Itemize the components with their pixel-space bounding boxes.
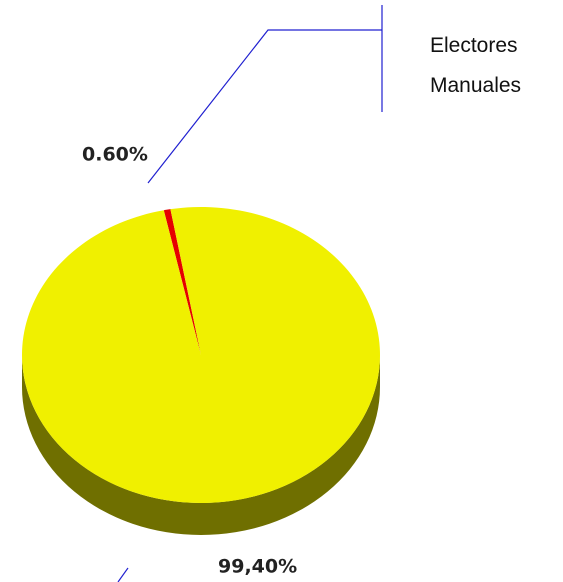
leader-line xyxy=(117,567,129,582)
value-label: 0.60% xyxy=(82,144,148,166)
pie-slice xyxy=(163,209,201,355)
value-label: 99,40% xyxy=(218,556,297,578)
slices xyxy=(22,206,381,503)
pie-side xyxy=(22,355,380,535)
pie-slice xyxy=(22,206,381,503)
legend-entry: Electores Manuales xyxy=(430,34,522,97)
leader-line xyxy=(147,29,382,184)
